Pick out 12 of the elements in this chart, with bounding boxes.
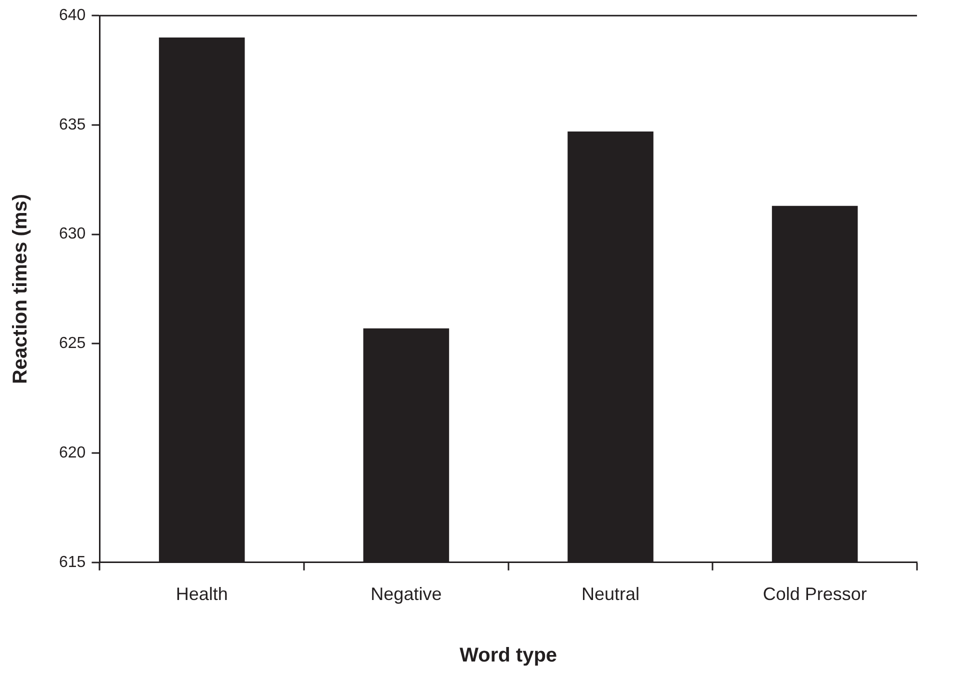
- y-tick-label: 615: [58, 554, 86, 571]
- x-axis-title: Word type: [460, 644, 558, 667]
- y-axis-title: Reaction times (ms): [10, 194, 32, 384]
- x-tick-label: Cold Pressor: [762, 584, 867, 604]
- y-tick-label: 620: [58, 444, 86, 462]
- y-tick-label: 640: [58, 7, 86, 24]
- y-tick-label: 630: [58, 226, 86, 243]
- y-tick-label: 625: [58, 335, 86, 352]
- x-tick-label: Health: [176, 584, 228, 604]
- y-tick-label: 635: [58, 116, 86, 134]
- x-tick-label: Neutral: [581, 584, 640, 604]
- x-tick-label: Negative: [370, 584, 442, 604]
